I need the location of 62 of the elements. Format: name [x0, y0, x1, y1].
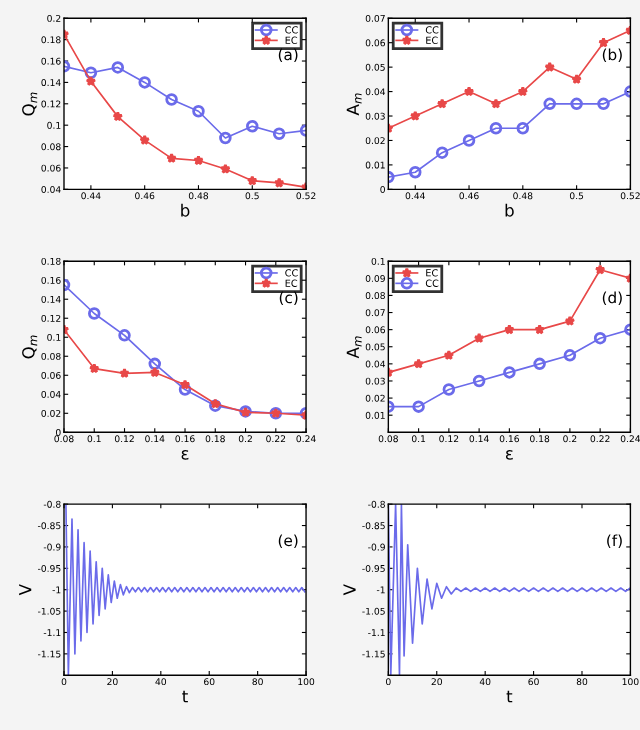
point: [472, 374, 486, 388]
point: [597, 97, 610, 111]
y-axis-title: A$_{m}$: [346, 93, 362, 116]
point: [533, 357, 546, 371]
point: [179, 379, 191, 390]
x-axis-title: ε: [505, 450, 513, 460]
line-series: [65, 504, 306, 676]
point: [192, 105, 205, 118]
point: [489, 121, 503, 135]
x-axis-title: ε: [181, 450, 189, 460]
y-axis-title: A$_{m}$: [346, 336, 362, 359]
point: [517, 86, 529, 97]
point: [246, 175, 258, 186]
point: [220, 163, 231, 174]
y-axis-title: Q$_{m}$: [22, 335, 38, 359]
x-axis-title: t: [506, 690, 513, 703]
point: [412, 400, 425, 413]
x-axis-title: b: [181, 203, 190, 217]
point: [435, 146, 449, 159]
point: [503, 366, 516, 379]
y-axis-title: Q$_{m}$: [22, 92, 38, 116]
point: [544, 61, 556, 72]
y-axis-title: V: [19, 584, 32, 596]
point: [178, 383, 192, 396]
point: [118, 329, 131, 342]
point: [139, 134, 151, 145]
point: [273, 177, 285, 188]
point: [570, 97, 583, 111]
point: [413, 358, 424, 369]
point: [84, 66, 98, 80]
point: [246, 120, 259, 133]
point: [272, 127, 286, 140]
x-axis-title: t: [182, 690, 188, 703]
point: [534, 324, 545, 335]
x-axis-title: b: [505, 203, 514, 217]
point: [516, 121, 530, 135]
point: [112, 111, 124, 122]
point: [504, 324, 515, 335]
point: [543, 97, 556, 111]
point: [138, 76, 151, 89]
point: [563, 349, 577, 362]
y-axis-title: V: [343, 584, 356, 596]
point: [88, 363, 100, 374]
point: [408, 165, 422, 179]
point: [219, 131, 232, 145]
point: [111, 61, 125, 74]
point: [593, 331, 607, 345]
point: [409, 110, 421, 121]
point: [436, 98, 448, 109]
point: [165, 93, 178, 106]
line-series: [388, 504, 631, 676]
point: [564, 315, 576, 326]
point: [166, 152, 177, 164]
point: [148, 357, 162, 371]
point: [462, 134, 476, 147]
point: [119, 367, 130, 379]
point: [490, 98, 502, 109]
point: [571, 73, 582, 85]
point: [594, 264, 606, 275]
point: [88, 307, 101, 320]
point: [598, 37, 609, 48]
point: [442, 383, 456, 396]
